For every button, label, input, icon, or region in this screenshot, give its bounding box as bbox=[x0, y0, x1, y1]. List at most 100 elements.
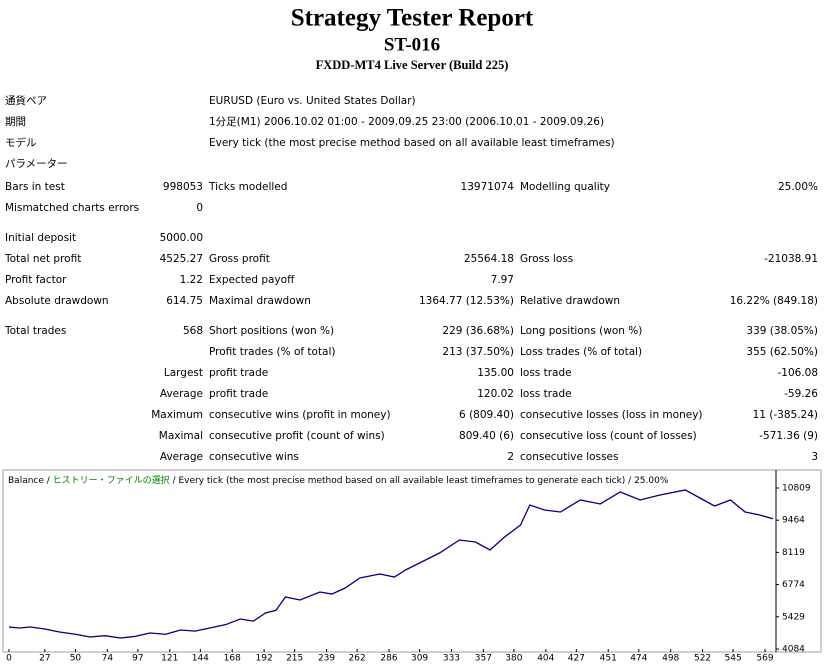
x-tick-label: 144 bbox=[192, 654, 209, 664]
stat-value: 16.22% (849.18) bbox=[730, 295, 818, 307]
x-tick-label: 121 bbox=[161, 654, 178, 664]
x-tick-label: 569 bbox=[756, 654, 773, 664]
y-tick-label: 10809 bbox=[782, 484, 811, 494]
x-tick-label: 498 bbox=[662, 654, 679, 664]
balance-line bbox=[8, 489, 774, 639]
x-tick-label: 50 bbox=[70, 654, 82, 664]
legend-item: 25.00% bbox=[634, 476, 669, 486]
stat-value: 5000.00 bbox=[160, 232, 203, 244]
x-tick-label: 309 bbox=[411, 654, 428, 664]
chart-legend: Balance / ヒストリー・ファイルの選択 / Every tick (th… bbox=[8, 474, 669, 486]
detail-label: consecutive wins bbox=[209, 451, 299, 463]
x-tick-label: 168 bbox=[224, 654, 241, 664]
stat-label: Ticks modelled bbox=[208, 181, 287, 193]
stat-label: Initial deposit bbox=[5, 232, 76, 244]
detail-value: 6 (809.40) bbox=[459, 409, 514, 421]
stat-label: Long positions (won %) bbox=[520, 325, 642, 337]
y-tick-label: 9464 bbox=[782, 516, 805, 526]
detail-value: 809.40 (6) bbox=[459, 430, 514, 442]
info-label: モデル bbox=[5, 136, 37, 149]
x-tick-label: 427 bbox=[568, 654, 585, 664]
detail-label: consecutive profit (count of wins) bbox=[209, 430, 385, 442]
info-value: 1分足(M1) 2006.10.02 01:00 - 2009.09.25 23… bbox=[209, 116, 604, 128]
x-tick-label: 545 bbox=[725, 654, 742, 664]
stat-label: Short positions (won %) bbox=[209, 325, 334, 337]
stat-value: 229 (36.68%) bbox=[442, 325, 514, 337]
stat-value: 25.00% bbox=[778, 181, 818, 193]
detail-label: loss trade bbox=[520, 367, 572, 379]
x-tick-label: 74 bbox=[102, 654, 114, 664]
info-value: EURUSD (Euro vs. United States Dollar) bbox=[209, 95, 416, 107]
detail-prefix: Largest bbox=[164, 367, 203, 379]
report-title: Strategy Tester Report bbox=[291, 5, 534, 32]
detail-label: consecutive wins (profit in money) bbox=[209, 409, 391, 421]
stat-label: Gross profit bbox=[209, 253, 270, 265]
legend-separator: / bbox=[170, 476, 179, 486]
stat-value: 7.97 bbox=[491, 274, 514, 286]
y-tick-label: 8119 bbox=[782, 548, 805, 558]
x-tick-label: 97 bbox=[132, 654, 143, 664]
legend-item: Every tick (the most precise method base… bbox=[178, 476, 625, 486]
detail-prefix: Maximum bbox=[151, 409, 203, 421]
detail-value: 120.02 bbox=[477, 388, 514, 400]
stat-label: Relative drawdown bbox=[520, 295, 620, 307]
stat-value: 355 (62.50%) bbox=[746, 346, 818, 358]
x-tick-label: 357 bbox=[475, 654, 492, 664]
info-label: 通貨ペア bbox=[5, 94, 47, 107]
detail-prefix: Average bbox=[160, 388, 203, 400]
detail-label: consecutive loss (count of losses) bbox=[520, 430, 697, 442]
legend-item: Balance bbox=[8, 476, 44, 486]
detail-value: 3 bbox=[811, 451, 818, 463]
stat-value: 213 (37.50%) bbox=[442, 346, 514, 358]
detail-label: consecutive losses bbox=[520, 451, 618, 463]
detail-prefix: Maximal bbox=[159, 430, 203, 442]
y-tick-label: 6774 bbox=[782, 580, 805, 590]
stat-label: Gross loss bbox=[520, 253, 573, 265]
chart-frame bbox=[2, 469, 822, 653]
x-tick-label: 333 bbox=[443, 654, 460, 664]
detail-value: 11 (-385.24) bbox=[753, 409, 818, 421]
stat-value: 614.75 bbox=[166, 295, 203, 307]
x-tick-label: 239 bbox=[318, 654, 335, 664]
detail-prefix: Average bbox=[160, 451, 203, 463]
x-tick-label: 451 bbox=[600, 654, 617, 664]
legend-separator: / bbox=[44, 476, 53, 486]
server-name: FXDD-MT4 Live Server (Build 225) bbox=[316, 58, 509, 72]
stat-value: -21038.91 bbox=[764, 253, 818, 265]
x-tick-label: 27 bbox=[39, 654, 50, 664]
info-value: Every tick (the most precise method base… bbox=[209, 137, 615, 149]
y-tick-label: 4084 bbox=[782, 645, 805, 655]
y-tick-label: 5429 bbox=[782, 612, 805, 622]
stat-label: Total trades bbox=[4, 325, 66, 337]
stat-label: Mismatched charts errors bbox=[5, 202, 139, 214]
chart: Balance / ヒストリー・ファイルの選択 / Every tick (th… bbox=[6, 470, 811, 664]
stat-label: Total net profit bbox=[4, 253, 81, 265]
stat-label: Loss trades (% of total) bbox=[520, 346, 642, 358]
stat-label: Maximal drawdown bbox=[209, 295, 311, 307]
detail-value: 2 bbox=[507, 451, 514, 463]
x-tick-label: 474 bbox=[630, 654, 647, 664]
x-tick-label: 380 bbox=[505, 654, 522, 664]
stat-label: Absolute drawdown bbox=[5, 295, 109, 307]
stat-label: Bars in test bbox=[5, 181, 65, 193]
x-tick-label: 0 bbox=[6, 654, 12, 664]
stat-value: 339 (38.05%) bbox=[746, 325, 818, 337]
x-tick-label: 286 bbox=[380, 654, 397, 664]
detail-value: -571.36 (9) bbox=[759, 430, 818, 442]
info-label: パラメーター bbox=[5, 158, 68, 170]
info-label: 期間 bbox=[5, 116, 26, 128]
detail-label: profit trade bbox=[209, 388, 268, 400]
stat-label: Profit factor bbox=[5, 274, 67, 286]
stat-label: Expected payoff bbox=[209, 274, 295, 286]
legend-separator: / bbox=[625, 476, 634, 486]
stat-value: 1364.77 (12.53%) bbox=[419, 295, 514, 307]
detail-label: consecutive losses (loss in money) bbox=[520, 409, 703, 421]
x-tick-label: 404 bbox=[537, 654, 554, 664]
detail-value: -106.08 bbox=[777, 367, 818, 379]
x-tick-label: 215 bbox=[286, 654, 303, 664]
x-tick-label: 522 bbox=[694, 654, 711, 664]
stat-value: 25564.18 bbox=[464, 253, 514, 265]
stat-value: 1.22 bbox=[180, 274, 203, 286]
